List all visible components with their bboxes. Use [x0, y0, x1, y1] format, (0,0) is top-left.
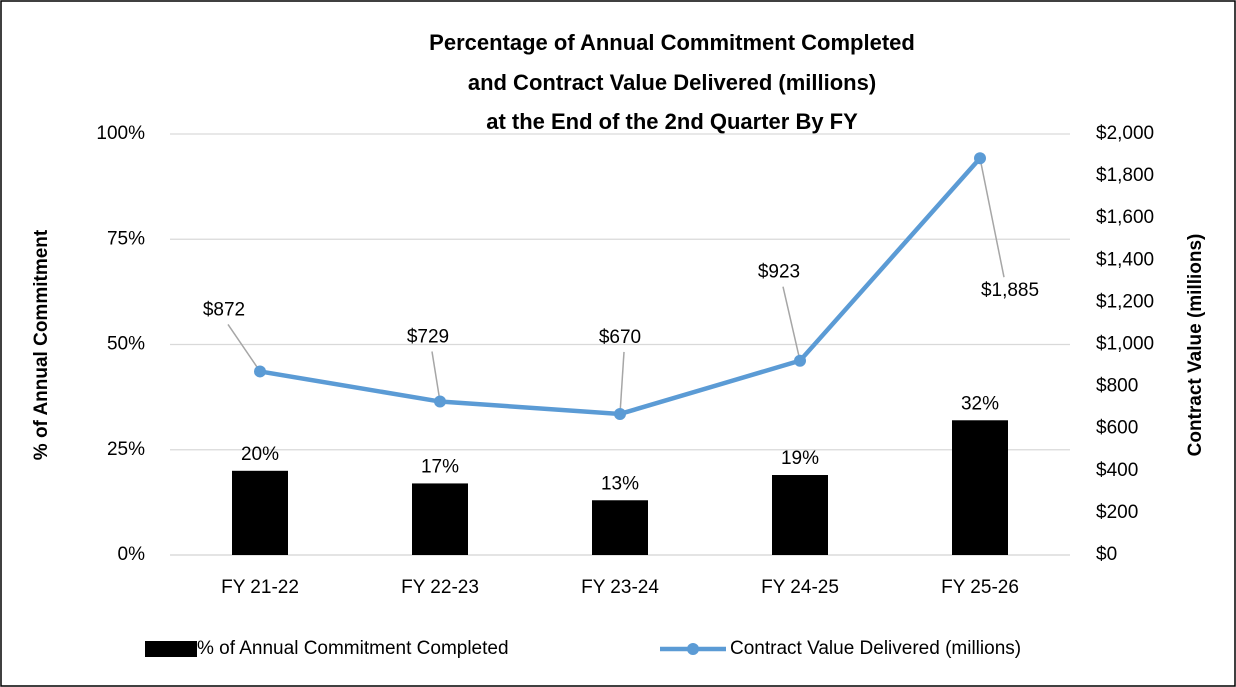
x-tick-label: FY 21-22 [221, 577, 299, 598]
y-axis-title: % of Annual Commitment [31, 229, 52, 460]
y2-tick-label: $1,000 [1096, 334, 1154, 355]
bar [412, 483, 468, 555]
bar-value-label: 19% [781, 448, 819, 469]
bar-value-label: 20% [241, 444, 279, 465]
x-tick-label: FY 24-25 [761, 577, 839, 598]
y-tick-label: 0% [118, 544, 146, 565]
line-value-label: $729 [407, 327, 449, 348]
y2-tick-label: $800 [1096, 376, 1138, 397]
legend-label: Contract Value Delivered (millions) [730, 638, 1021, 659]
y-tick-label: 50% [107, 334, 145, 355]
y2-tick-label: $1,600 [1096, 207, 1154, 228]
y2-tick-label: $2,000 [1096, 123, 1154, 144]
bar [592, 500, 648, 555]
line-point [434, 395, 446, 408]
y2-tick-label: $1,200 [1096, 291, 1154, 312]
chart-title: and Contract Value Delivered (millions) [468, 70, 876, 95]
legend-swatch-point [687, 643, 699, 655]
line-value-label: $872 [203, 299, 245, 320]
y-tick-label: 25% [107, 439, 145, 460]
line-value-label: $1,885 [981, 280, 1039, 301]
y2-tick-label: $600 [1096, 418, 1138, 439]
y2-axis-title: Contract Value (millions) [1185, 234, 1206, 457]
x-tick-label: FY 23-24 [581, 577, 659, 598]
leader-line [782, 286, 801, 361]
bar-value-label: 32% [961, 393, 999, 414]
line-value-label: $923 [758, 262, 800, 283]
y2-tick-label: $200 [1096, 502, 1138, 523]
y-tick-label: 100% [96, 123, 145, 144]
bar [772, 475, 828, 555]
legend-label: % of Annual Commitment Completed [197, 638, 509, 659]
leader-line [227, 324, 261, 372]
bar [952, 420, 1008, 555]
bar [232, 470, 288, 555]
leader-line [979, 158, 1005, 278]
y2-tick-label: $0 [1096, 544, 1117, 565]
line-point [794, 354, 806, 367]
y2-tick-label: $1,400 [1096, 249, 1154, 270]
chart-title: Percentage of Annual Commitment Complete… [429, 30, 915, 55]
leader-line [431, 351, 441, 402]
y2-tick-label: $400 [1096, 460, 1138, 481]
leader-line [619, 351, 625, 415]
line-point [974, 152, 986, 165]
line-point [614, 407, 626, 420]
y-tick-label: 75% [107, 228, 145, 249]
bar-value-label: 17% [421, 456, 459, 477]
chart-title: at the End of the 2nd Quarter By FY [486, 109, 858, 134]
legend-swatch [145, 641, 197, 657]
line-value-label: $670 [599, 327, 641, 348]
x-tick-label: FY 25-26 [941, 577, 1019, 598]
y2-tick-label: $1,800 [1096, 165, 1154, 186]
x-tick-label: FY 22-23 [401, 577, 479, 598]
line-point [254, 365, 266, 378]
bar-value-label: 13% [601, 473, 639, 494]
